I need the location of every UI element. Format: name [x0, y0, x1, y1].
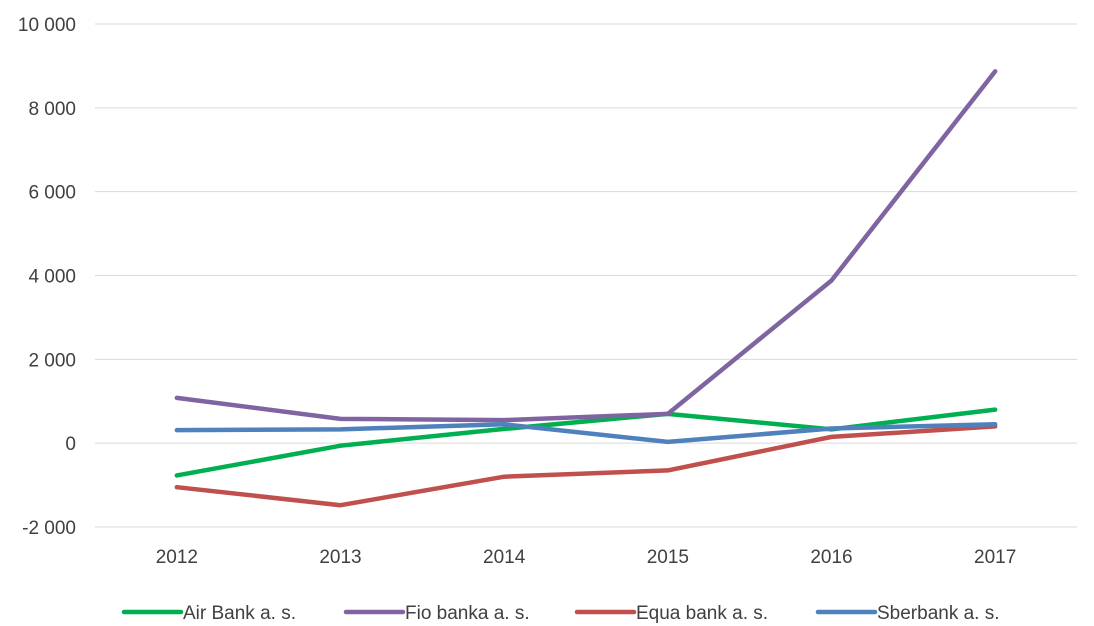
series-line-2 [174, 424, 998, 508]
x-tick-label: 2016 [810, 547, 852, 568]
x-tick-label: 2014 [483, 547, 526, 568]
x-tick-label: 2017 [974, 547, 1016, 568]
legend-label: Air Bank a. s. [183, 603, 296, 624]
y-axis-tick-labels: -2 000 0 2 000 4 000 6 000 8 000 10 000 [18, 15, 76, 539]
x-tick-label: 2012 [156, 547, 198, 568]
series-line-3 [174, 422, 998, 445]
legend-label: Equa bank a. s. [636, 603, 768, 624]
legend-label: Fio banka a. s. [405, 603, 530, 624]
series-line-0 [174, 407, 998, 478]
x-tick-label: 2015 [647, 547, 689, 568]
x-tick-label: 2013 [319, 547, 361, 568]
y-tick-label: 6 000 [28, 183, 76, 204]
y-tick-label: 8 000 [28, 99, 76, 120]
y-tick-label: -2 000 [22, 518, 76, 539]
legend: Air Bank a. s. Fio banka a. s. Equa bank a… [121, 603, 1000, 624]
y-tick-label: 2 000 [28, 350, 76, 371]
y-tick-label: 10 000 [18, 15, 76, 36]
series-line-1 [174, 69, 998, 423]
legend-label: Sberbank a. s. [877, 603, 1000, 624]
gridlines [95, 23, 1077, 528]
y-tick-label: 0 [65, 434, 76, 455]
y-tick-label: 4 000 [28, 267, 76, 288]
x-axis-tick-labels: 2012 2013 2014 2015 2016 2017 [156, 547, 1017, 568]
series-lines [174, 69, 998, 508]
